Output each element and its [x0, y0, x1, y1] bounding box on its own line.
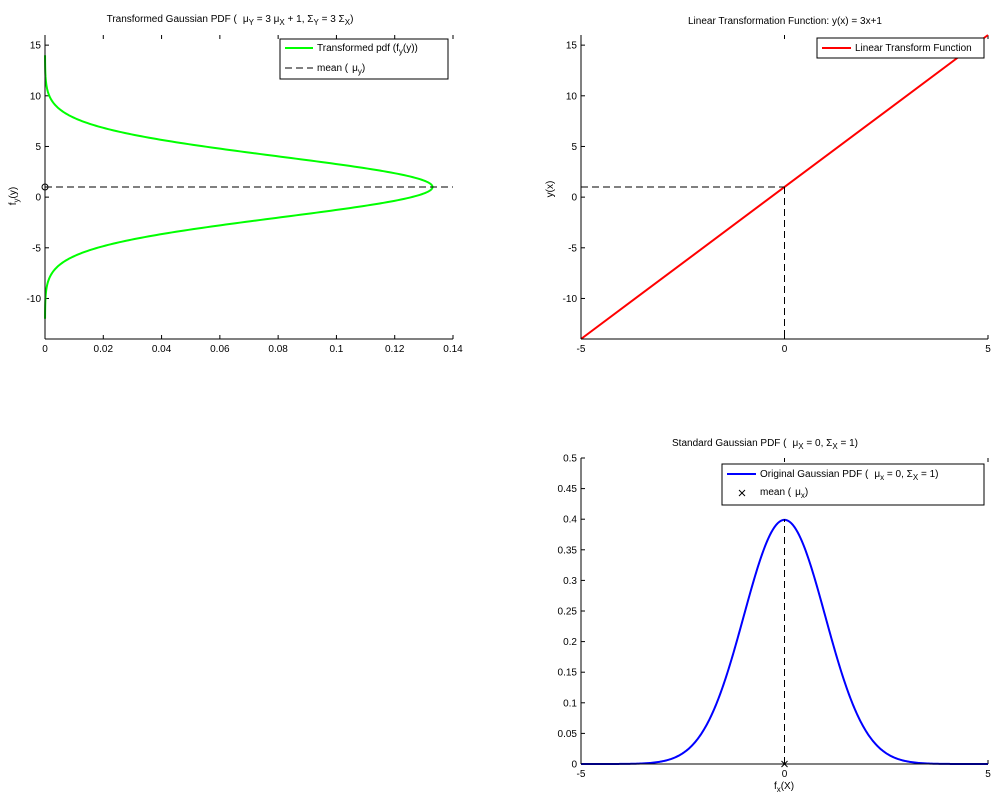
plot-transformed-legend: Transformed pdf (fy(y)) mean (μy): [279, 38, 449, 80]
plot-linear-ytick-label: 15: [566, 41, 578, 52]
plot-standard-xtick-label: 5: [985, 769, 991, 780]
plot-transformed-ytick-label: -5: [32, 243, 41, 254]
legend-mean-x-marker: [738, 489, 746, 497]
plot-linear-ytick-label: 0: [571, 193, 577, 204]
plot-linear-legend: Linear Transform Function: [816, 37, 985, 59]
plot-transformed-xtick-label: 0.04: [152, 344, 172, 355]
plot-standard-ticks: -5 0 500.050.10.150.20.250.30.350.40.450.5: [558, 454, 992, 781]
legend-linear-label: Linear Transform Function: [855, 43, 972, 54]
plot-standard-ytick-label: 0.5: [563, 454, 577, 465]
plot-linear-ytick-label: -5: [568, 243, 577, 254]
plot-standard-ytick-label: 0.05: [558, 729, 578, 740]
plot-linear-legend-box: [816, 37, 985, 59]
plot-standard-xtick-label: 0: [782, 769, 788, 780]
plot-transformed-ylabel: fy(y): [8, 187, 21, 205]
plot-standard-ytick-label: 0.1: [563, 698, 577, 709]
legend-original-pdf-label: Original Gaussian PDF (μx = 0, ΣX = 1): [760, 469, 938, 482]
plot-standard-legend: Original Gaussian PDF (μx = 0, ΣX = 1) m…: [721, 463, 985, 506]
plot-standard-legend-box: [721, 463, 985, 506]
plot-linear-ticks: -5 0 5 -10 -5 0 5 10 15: [563, 35, 991, 355]
plot-transformed-ytick-label: 0: [35, 193, 41, 204]
plot-standard-title: Standard Gaussian PDF (μX = 0, ΣX = 1): [672, 438, 858, 451]
plot-linear-ylabel: y(x): [545, 181, 556, 198]
plot-linear-xtick-label: 5: [985, 344, 991, 355]
legend-mean-y-label: mean (μy): [317, 63, 365, 76]
plot-standard-ytick-label: 0.2: [563, 637, 577, 648]
plot-standard-ytick-label: 0.3: [563, 576, 577, 587]
plot-transformed: Transformed Gaussian PDF (μY = 3 μX + 1,…: [8, 14, 463, 355]
plot-standard-marks: [581, 518, 988, 768]
plot-transformed-ytick-label: 10: [30, 91, 42, 102]
plot-linear: Linear Transformation Function: y(x) = 3…: [545, 16, 991, 355]
plot-standard-xtick-label: -5: [577, 769, 586, 780]
plot-transformed-marks: [41, 55, 453, 319]
plot-transformed-ytick-label: -10: [27, 294, 42, 305]
plot-standard-ytick-label: 0.35: [558, 545, 578, 556]
plot-transformed-xtick-label: 0.06: [210, 344, 230, 355]
plot-linear-title: Linear Transformation Function: y(x) = 3…: [688, 16, 882, 27]
plot-transformed-legend-box: [279, 38, 449, 80]
plot-standard-xlabel: fx(X): [774, 781, 794, 794]
plot-standard-ytick-label: 0.45: [558, 484, 578, 495]
plot-transformed-xtick-label: 0.14: [443, 344, 463, 355]
plot-transformed-ytick-label: 5: [35, 142, 41, 153]
plot-transformed-title: Transformed Gaussian PDF (μY = 3 μX + 1,…: [107, 14, 354, 27]
plot-transformed-xtick-label: 0.08: [268, 344, 288, 355]
plot-transformed-ytick-label: 15: [30, 41, 42, 52]
plot-linear-xtick-label: -5: [577, 344, 586, 355]
plot-linear-ytick-label: 5: [571, 142, 577, 153]
plot-linear-marks: [580, 34, 989, 340]
plot-standard-ytick-label: 0.15: [558, 668, 578, 679]
plot-standard: Standard Gaussian PDF (μX = 0, ΣX = 1) f…: [558, 438, 992, 794]
plot-transformed-xtick-label: 0: [42, 344, 48, 355]
plot-linear-ytick-label: 10: [566, 91, 578, 102]
plot-transformed-xtick-label: 0.12: [385, 344, 405, 355]
plot-transformed-xtick-label: 0.02: [94, 344, 114, 355]
plot-standard-ytick-label: 0: [571, 760, 577, 771]
plot-transformed-xtick-label: 0.1: [329, 344, 343, 355]
plot-standard-ytick-label: 0.4: [563, 515, 577, 526]
legend-transformed-pdf-label: Transformed pdf (fy(y)): [317, 43, 418, 56]
legend-mean-x-label: mean (μx): [760, 487, 808, 500]
plot-standard-ytick-label: 0.25: [558, 607, 578, 618]
plot-linear-xtick-label: 0: [782, 344, 788, 355]
plot-transformed-ticks: 0 0.02 0.04 0.06 0.08 0.1 0.12 0.14 -10 -5 0 5 10 15: [27, 35, 463, 355]
plot-linear-ytick-label: -10: [563, 294, 578, 305]
